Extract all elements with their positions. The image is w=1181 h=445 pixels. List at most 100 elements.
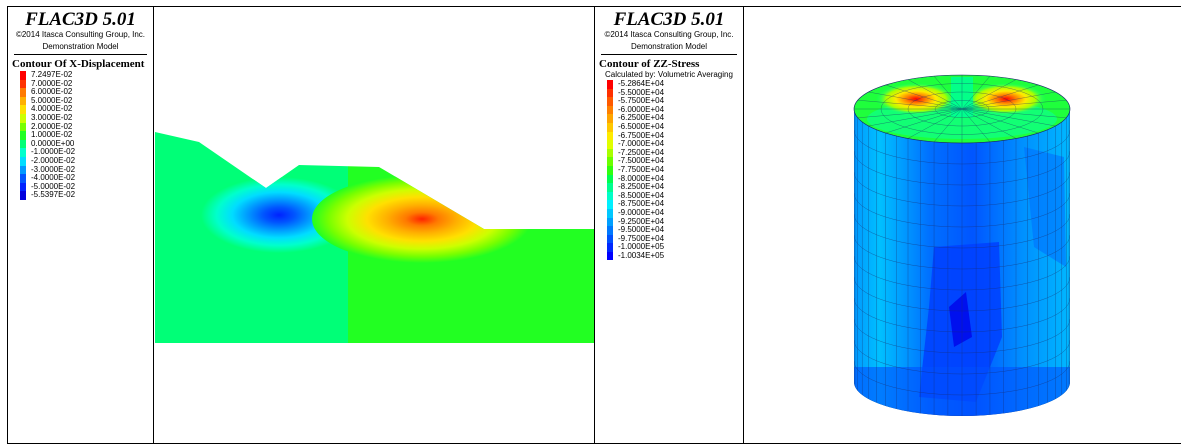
x-displacement-viewport[interactable] bbox=[153, 6, 595, 444]
legend-item: 5.0000E-02 bbox=[20, 95, 153, 106]
legend-swatch bbox=[607, 183, 613, 192]
legend-swatch bbox=[607, 191, 613, 201]
legend-label: -8.5000E+04 bbox=[618, 190, 665, 200]
negative-displacement-zone bbox=[201, 177, 357, 253]
x-displacement-legend-panel: FLAC3D 5.01 ©2014 Itasca Consulting Grou… bbox=[7, 6, 154, 444]
legend-item: -6.5000E+04 bbox=[607, 121, 743, 132]
legend-label: -7.0000E+04 bbox=[618, 139, 665, 149]
legend-swatch bbox=[20, 71, 26, 80]
legend-label: -3.0000E-02 bbox=[31, 164, 76, 174]
legend-swatch bbox=[607, 105, 613, 115]
legend-label: -4.0000E-02 bbox=[31, 173, 76, 183]
legend-item: -4.0000E-02 bbox=[20, 174, 153, 183]
legend-item: -9.0000E+04 bbox=[607, 207, 743, 218]
legend-item: -5.5397E-02 bbox=[20, 191, 153, 200]
legend-item: 3.0000E-02 bbox=[20, 113, 153, 123]
legend-swatch bbox=[607, 234, 613, 244]
legend-label: 5.0000E-02 bbox=[31, 95, 73, 105]
legend-swatch bbox=[20, 191, 26, 200]
legend-item: -6.7500E+04 bbox=[607, 130, 743, 141]
legend-swatch bbox=[20, 96, 26, 106]
copyright-text: ©2014 Itasca Consulting Group, Inc. bbox=[15, 30, 146, 39]
legend-swatch bbox=[20, 113, 26, 123]
legend-swatch bbox=[20, 174, 26, 183]
legend-item: -1.0000E+05 bbox=[607, 243, 743, 252]
legend-label: -9.2500E+04 bbox=[618, 216, 665, 226]
legend-label: -6.7500E+04 bbox=[618, 130, 665, 140]
legend-label: -8.7500E+04 bbox=[618, 199, 665, 209]
legend-swatch bbox=[607, 174, 613, 184]
legend-label: -1.0000E-02 bbox=[31, 147, 76, 157]
legend-swatch bbox=[607, 251, 613, 261]
legend-scale: -5.2864E+04 -5.5000E+04 -5.7500E+04 -6.0000… bbox=[607, 79, 743, 261]
legend-item: -6.2500E+04 bbox=[607, 114, 743, 123]
legend-label: 7.2497E-02 bbox=[31, 70, 73, 79]
legend-label: -5.5000E+04 bbox=[618, 87, 665, 97]
legend-label: -9.0000E+04 bbox=[618, 207, 665, 217]
legend-item: -5.7500E+04 bbox=[607, 97, 743, 106]
legend-item: -7.7500E+04 bbox=[607, 164, 743, 175]
legend-item: -7.0000E+04 bbox=[607, 140, 743, 149]
legend-swatch bbox=[607, 80, 613, 89]
legend-swatch bbox=[20, 165, 26, 175]
legend-item: 0.0000E+00 bbox=[20, 138, 153, 149]
legend-label: -7.5000E+04 bbox=[618, 156, 665, 166]
legend-item: -5.2864E+04 bbox=[607, 79, 743, 89]
legend-swatch bbox=[20, 122, 26, 132]
legend-label: -9.5000E+04 bbox=[618, 225, 665, 235]
legend-label: 7.0000E-02 bbox=[31, 78, 73, 88]
legend-item: -3.0000E-02 bbox=[20, 164, 153, 175]
legend-swatch bbox=[607, 140, 613, 149]
legend-swatch bbox=[20, 182, 26, 192]
legend-swatch bbox=[607, 131, 613, 141]
legend-item: 2.0000E-02 bbox=[20, 121, 153, 132]
legend-swatch bbox=[607, 208, 613, 218]
legend-swatch bbox=[607, 148, 613, 158]
legend-item: -8.7500E+04 bbox=[607, 200, 743, 209]
legend-item: -6.0000E+04 bbox=[607, 105, 743, 115]
legend-label: -6.2500E+04 bbox=[618, 113, 665, 123]
positive-displacement-zone bbox=[312, 175, 532, 263]
brand-title: FLAC3D 5.01 bbox=[25, 9, 136, 30]
legend-item: -1.0034E+05 bbox=[607, 250, 743, 261]
legend-item: -2.0000E-02 bbox=[20, 156, 153, 166]
legend-label: -5.5397E-02 bbox=[31, 190, 76, 200]
legend-label: 6.0000E-02 bbox=[31, 87, 73, 97]
slope-model-plot bbox=[155, 132, 594, 343]
cylinder-model-plot bbox=[853, 74, 1071, 416]
legend-label: -7.7500E+04 bbox=[618, 164, 665, 174]
legend-item: -7.5000E+04 bbox=[607, 157, 743, 166]
legend-swatch bbox=[20, 139, 26, 149]
legend-item: -9.7500E+04 bbox=[607, 234, 743, 244]
legend-label: 0.0000E+00 bbox=[31, 138, 75, 148]
legend-swatch bbox=[607, 114, 613, 123]
contour-subtitle: Calculated by: Volumetric Averaging bbox=[605, 70, 733, 79]
legend-swatch bbox=[607, 97, 613, 106]
legend-swatch bbox=[607, 157, 613, 166]
legend-swatch bbox=[607, 200, 613, 209]
legend-item: -1.0000E-02 bbox=[20, 148, 153, 157]
legend-item: -8.2500E+04 bbox=[607, 183, 743, 192]
legend-label: -6.5000E+04 bbox=[618, 121, 665, 131]
legend-scale: 7.2497E-02 7.0000E-02 6.0000E-02 5.0000E-02… bbox=[20, 70, 153, 200]
legend-label: -1.0034E+05 bbox=[618, 250, 665, 260]
zz-stress-viewport[interactable] bbox=[743, 6, 1181, 444]
legend-item: -5.5000E+04 bbox=[607, 87, 743, 98]
copyright-text: ©2014 Itasca Consulting Group, Inc. bbox=[604, 30, 734, 39]
legend-item: 6.0000E-02 bbox=[20, 88, 153, 97]
legend-swatch bbox=[20, 131, 26, 140]
legend-item: -5.0000E-02 bbox=[20, 181, 153, 192]
legend-item: 1.0000E-02 bbox=[20, 131, 153, 140]
legend-label: 4.0000E-02 bbox=[31, 104, 73, 114]
legend-item: 7.0000E-02 bbox=[20, 78, 153, 89]
legend-swatch bbox=[607, 217, 613, 227]
contour-title: Contour Of X-Displacement bbox=[12, 58, 145, 70]
legend-item: 4.0000E-02 bbox=[20, 105, 153, 114]
legend-label: -5.0000E-02 bbox=[31, 181, 76, 191]
legend-swatch bbox=[607, 243, 613, 252]
legend-item: -8.0000E+04 bbox=[607, 174, 743, 184]
legend-item: -9.2500E+04 bbox=[607, 216, 743, 227]
legend-swatch bbox=[20, 88, 26, 97]
model-name: Demonstration Model bbox=[601, 41, 737, 55]
legend-label: 2.0000E-02 bbox=[31, 121, 73, 131]
